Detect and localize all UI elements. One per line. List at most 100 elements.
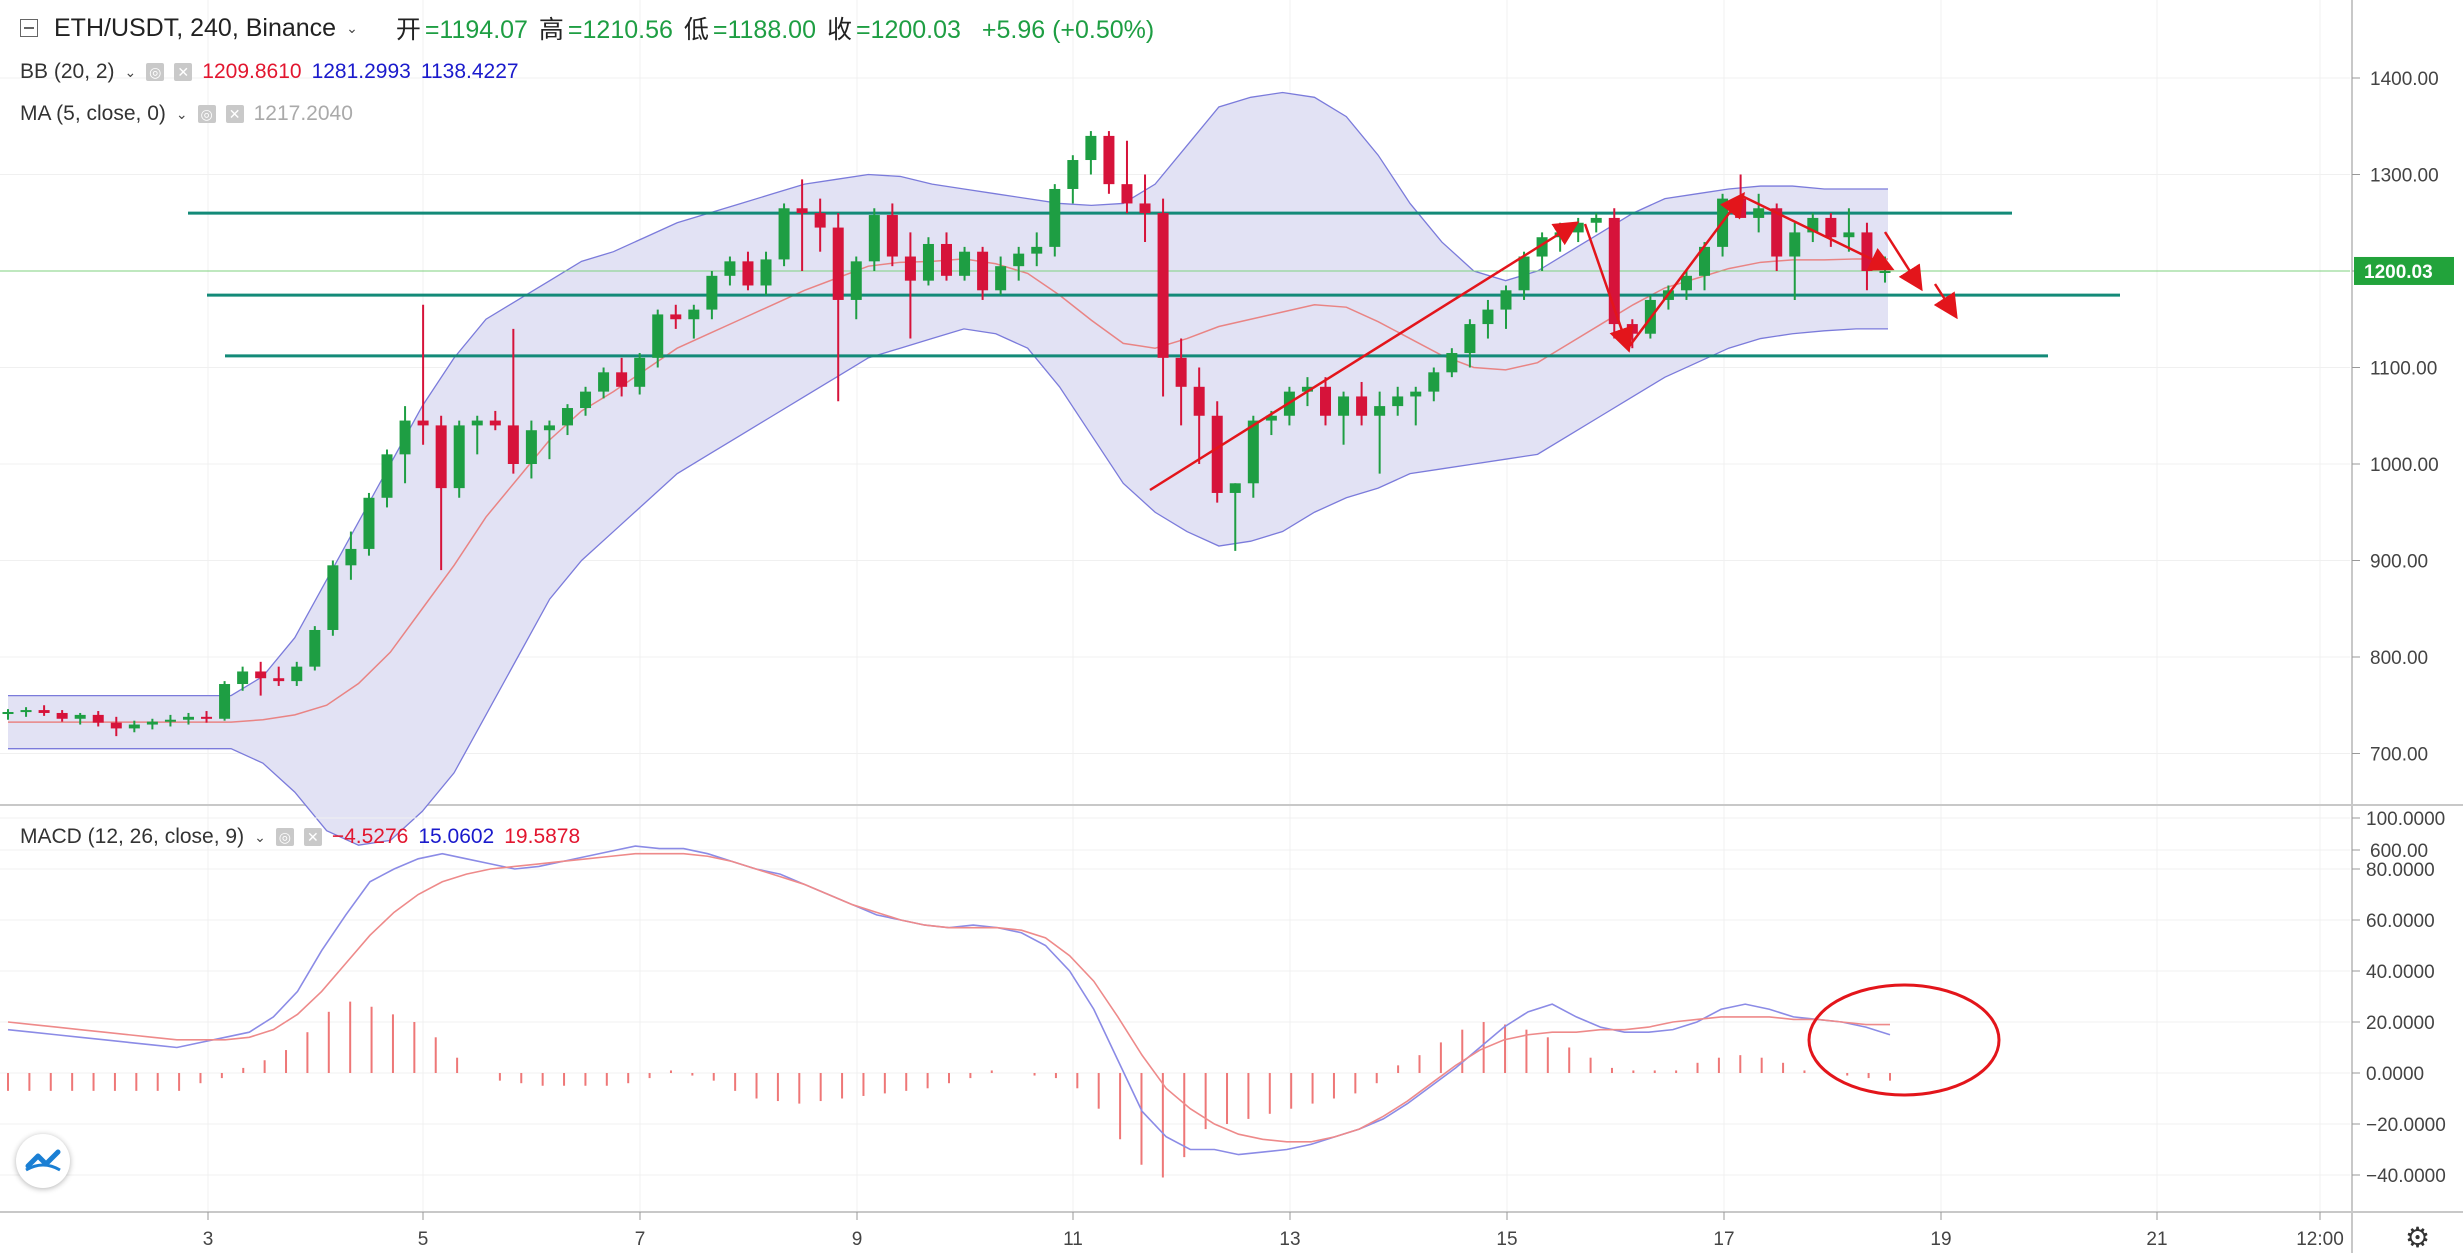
candle-body [1500,290,1512,310]
candle-body [995,266,1007,291]
candle-body [525,430,537,464]
candle-body [1464,324,1476,354]
bb-middle-value: 1209.8610 [202,60,302,83]
candle-body [706,275,718,310]
collapse-icon[interactable] [20,19,38,37]
close-icon[interactable]: ✕ [303,828,322,846]
bb-lower-line [8,328,1888,846]
candle-body [399,420,411,455]
candle-body [1085,135,1097,161]
close-value: =1200.03 [855,16,961,44]
candle-body [760,259,772,286]
candle-body [507,425,519,464]
bb-upper-value: 1281.2993 [311,60,411,83]
close-icon[interactable]: ✕ [174,63,193,81]
annotation-ellipse [1807,983,2001,1097]
macd-line-value: 15.0602 [418,825,495,848]
candle-body [814,213,826,228]
candle-body [489,420,501,426]
candle-body [38,710,50,713]
low-value: =1188.00 [712,16,816,44]
price-axis: 1400.001300.001200.001100.001000.00900.0… [2352,69,2454,862]
macd-tick-label: 20.0000 [2366,1013,2435,1034]
macd-signal-line [7,852,1890,1143]
candle-body [1680,275,1692,291]
time-tick-label: 9 [852,1229,863,1250]
candle-body [959,251,971,276]
candle-body [219,684,231,719]
candle-body [128,724,140,729]
candle-body [1157,213,1169,358]
time-tick-label: 15 [1496,1229,1517,1250]
time-tick-label: 12:00 [2296,1229,2344,1250]
candle-body [1049,188,1061,247]
time-tick-label: 7 [635,1229,646,1250]
ma-label[interactable]: MA (5, close, 0) [20,102,166,125]
candle-body [1807,217,1819,233]
visibility-icon[interactable]: ◎ [146,63,165,81]
candle-body [561,408,573,426]
annotation-arrow [1149,221,1580,492]
macd-axis: 100.0000 80.0000 60.0000 40.0000 20.0000 0.00… [2352,809,2446,1187]
high-label: 高 [538,16,564,44]
price-tick-label: 1100.00 [2370,359,2437,380]
close-icon[interactable]: ✕ [225,105,244,123]
macd-tick-label: 0.0000 [2366,1064,2424,1085]
price-tick-label: 1000.00 [2370,455,2439,476]
price-tick-label: 600.00 [2370,841,2428,862]
candle-body [1879,271,1891,273]
candle-body [1590,217,1602,223]
time-tick-label: 21 [2146,1229,2167,1250]
candle-body [363,497,375,549]
ma-legend: MA (5, close, 0) ⌄ ◎ ✕ 1217.2040 [20,102,353,126]
bb-label[interactable]: BB (20, 2) [20,60,115,83]
macd-tick-label: 100.0000 [2366,809,2445,830]
candle-body [1031,246,1043,254]
macd-tick-label: −20.0000 [2366,1115,2446,1136]
macd-tick-label: 80.0000 [2366,860,2435,881]
chevron-down-icon[interactable]: ⌄ [346,19,358,36]
visibility-icon[interactable]: ◎ [275,828,294,846]
symbol-legend: ETH/USDT, 240, Binance ⌄ 开 =1194.07 高 =121… [20,10,1158,46]
price-tick-label: 1300.00 [2370,166,2439,187]
macd-pane [0,817,2350,1178]
tradingview-logo-icon[interactable] [16,1134,70,1188]
time-tick-label: 17 [1713,1229,1734,1250]
price-tick-label: 900.00 [2370,552,2428,573]
candle-body [1410,391,1422,397]
candle-body [941,243,952,276]
change-value: +5.96 (+0.50%) [981,16,1155,44]
candle-body [1771,208,1783,257]
open-value: =1194.07 [424,16,528,44]
visibility-icon[interactable]: ◎ [197,105,216,123]
candle-body [688,309,700,320]
candle-body [832,227,844,300]
gear-icon[interactable]: ⚙ [2405,1221,2430,1253]
candle-body [1356,396,1368,416]
chevron-down-icon[interactable]: ⌄ [254,828,266,845]
time-tick-label: 19 [1930,1229,1951,1250]
time-tick-label: 11 [1063,1229,1083,1250]
candle-body [1374,406,1386,416]
candle-body [381,454,393,498]
candle-body [1518,256,1530,291]
candle-body [1301,386,1313,392]
macd-hist-value: −4.5276 [331,825,409,848]
annotation-arrow [1627,192,1745,349]
chevron-down-icon[interactable]: ⌄ [175,105,188,122]
symbol-title[interactable]: ETH/USDT, 240, Binance [54,13,337,42]
candle-body [110,722,122,729]
macd-label[interactable]: MACD (12, 26, close, 9) [20,825,245,848]
bb-legend: BB (20, 2) ⌄ ◎ ✕ 1209.8610 1281.2993 113… [20,60,519,84]
candle-body [868,215,880,262]
high-value: =1210.56 [567,16,673,44]
ma-value: 1217.2040 [253,102,353,125]
candle-body [778,208,790,260]
candle-body [634,357,646,387]
chevron-down-icon[interactable]: ⌄ [124,63,137,80]
macd-signal-value: 19.5878 [504,825,581,848]
candle-body [598,372,610,392]
candle-body [2,712,14,715]
candle-body [922,243,934,281]
